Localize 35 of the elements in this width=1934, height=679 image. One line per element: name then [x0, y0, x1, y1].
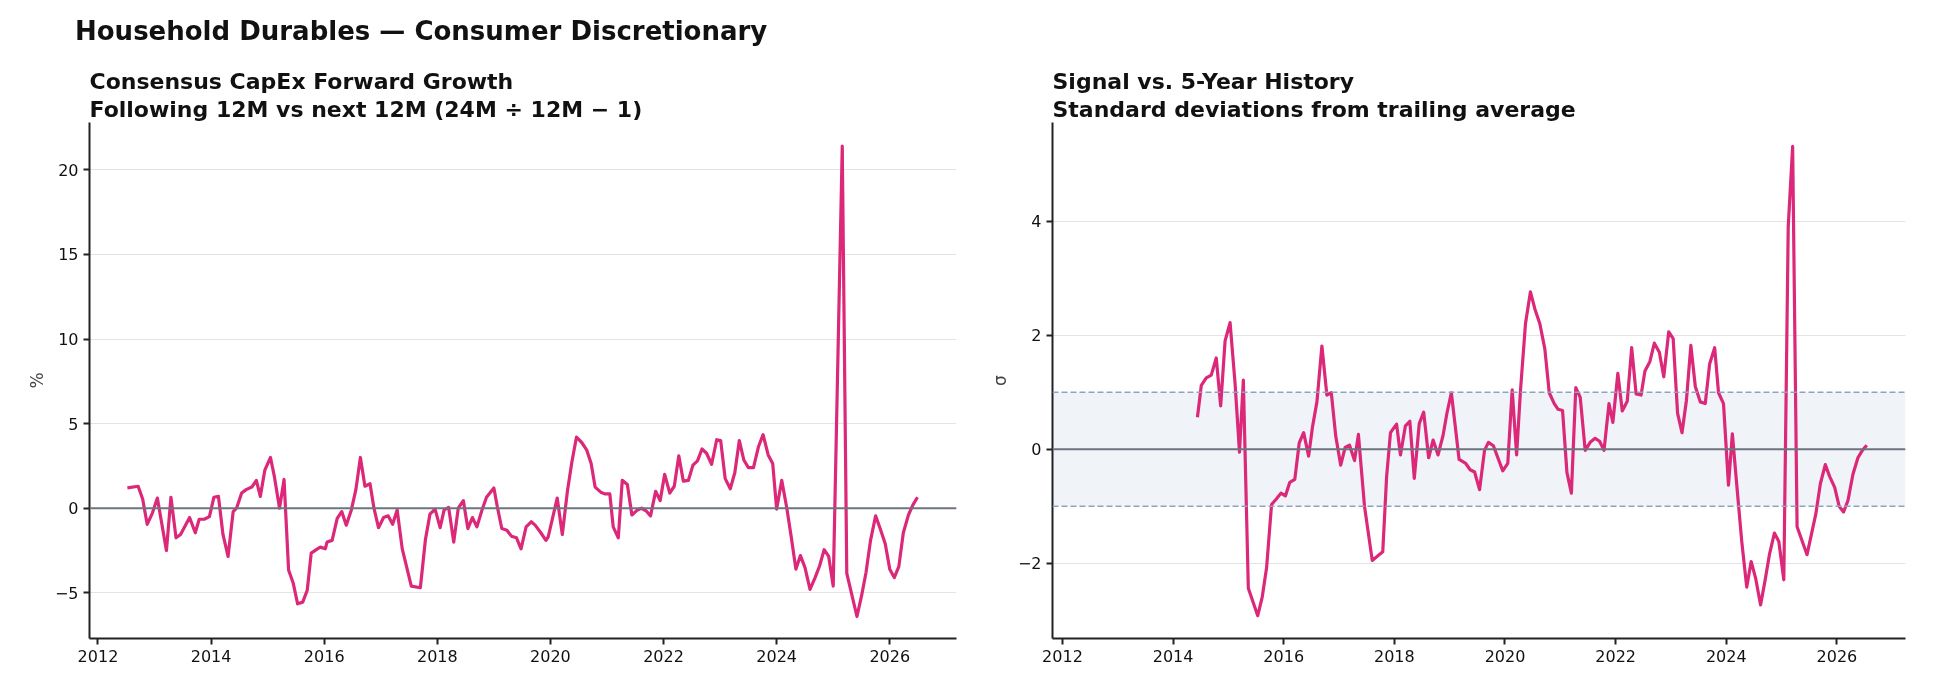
y-tick-label: 2 — [1031, 326, 1042, 346]
y-tick-label: 15 — [58, 245, 79, 265]
line-series — [1195, 144, 1869, 618]
x-tick-label: 2016 — [1263, 646, 1305, 666]
y-tick-label: 0 — [68, 499, 79, 519]
x-tick-label: 2020 — [530, 646, 571, 666]
y-tick-label: 4 — [1031, 212, 1042, 232]
x-tick-label: 2018 — [416, 646, 458, 666]
x-tick-label: 2018 — [1374, 646, 1415, 666]
y-tick-label: 10 — [58, 330, 79, 350]
chart-subtitle: Following 12M vs next 12M (24M ÷ 12M − 1) — [89, 96, 643, 122]
y-tick-label: 0 — [1031, 440, 1042, 460]
text: Household Durables — Consumer Discretionary — [75, 15, 768, 48]
x-tick-label: 2022 — [643, 646, 684, 666]
y-axis-title: σ — [989, 374, 1010, 386]
chart-title: Signal vs. 5-Year History — [1052, 68, 1355, 94]
y-tick-label: −2 — [1017, 554, 1042, 574]
y-tick-label: −5 — [54, 583, 79, 603]
x-tick-label: 2016 — [303, 646, 345, 666]
x-tick-label: 2026 — [869, 646, 911, 666]
x-tick-label: 2014 — [1152, 646, 1194, 666]
x-tick-label: 2024 — [1705, 646, 1747, 666]
chart-title: Consensus CapEx Forward Growth — [89, 68, 514, 94]
x-tick-label: 2020 — [1484, 646, 1526, 666]
y-axis-title: % — [26, 372, 47, 389]
y-tick-label: 20 — [58, 160, 79, 180]
y-tick-label: 5 — [68, 414, 79, 434]
x-tick-label: 2012 — [77, 646, 119, 666]
x-tick-label: 2024 — [756, 646, 798, 666]
x-tick-label: 2012 — [1042, 646, 1083, 666]
x-tick-label: 2026 — [1816, 646, 1858, 666]
chart-subtitle: Standard deviations from trailing average — [1052, 96, 1576, 122]
line-series — [125, 144, 920, 619]
x-tick-label: 2014 — [190, 646, 232, 666]
x-tick-label: 2022 — [1595, 646, 1636, 666]
